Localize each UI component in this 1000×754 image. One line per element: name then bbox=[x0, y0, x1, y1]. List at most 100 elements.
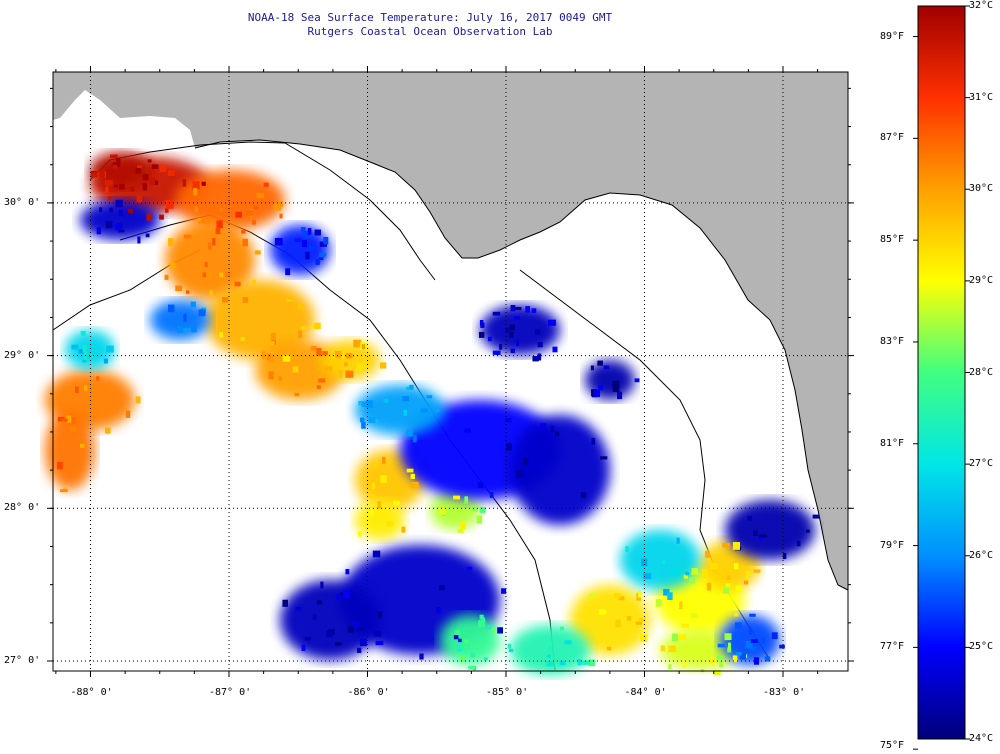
sst-pixel bbox=[476, 515, 483, 524]
fahrenheit-label: 75°F bbox=[880, 740, 905, 751]
sst-pixel bbox=[318, 378, 326, 383]
sst-pixel bbox=[479, 507, 486, 513]
sst-pixel bbox=[509, 324, 515, 331]
sst-pixel bbox=[234, 281, 241, 287]
sst-pixel bbox=[319, 257, 324, 261]
sst-pixel bbox=[314, 229, 321, 236]
sst-pixel bbox=[118, 229, 125, 233]
sst-pixel bbox=[368, 494, 376, 498]
sst-pixel bbox=[356, 363, 364, 371]
sst-pixel bbox=[149, 177, 156, 185]
sst-pixel bbox=[326, 630, 333, 638]
sst-pixel bbox=[478, 331, 485, 338]
sst-pixel bbox=[402, 396, 410, 402]
sst-pixel bbox=[598, 385, 604, 391]
sst-pixel bbox=[167, 170, 175, 177]
sst-patch bbox=[165, 220, 255, 300]
sst-pixel bbox=[282, 599, 288, 607]
sst-pixel bbox=[663, 588, 670, 596]
sst-pixel bbox=[733, 563, 739, 570]
sst-pixel bbox=[225, 272, 231, 277]
celsius-label: 27°C bbox=[969, 458, 994, 470]
sst-patch bbox=[355, 385, 445, 435]
sst-pixel bbox=[302, 240, 307, 247]
sst-pixel bbox=[275, 200, 283, 207]
sst-pixel bbox=[626, 615, 632, 621]
sst-pixel bbox=[292, 366, 299, 373]
sst-pixel bbox=[782, 552, 787, 560]
sst-pixel bbox=[338, 369, 343, 378]
lon-label: -87° 0' bbox=[209, 687, 252, 698]
sst-pixel bbox=[197, 217, 201, 222]
celsius-label: 24°C bbox=[969, 733, 994, 744]
sst-pixel bbox=[373, 419, 378, 423]
sst-pixel bbox=[96, 227, 102, 235]
sst-pixel bbox=[377, 501, 381, 509]
sst-pixel bbox=[78, 349, 85, 354]
map-subtitle: Rutgers Coastal Ocean Observation Lab bbox=[307, 25, 553, 38]
sst-pixel bbox=[75, 386, 79, 393]
sst-pixel bbox=[271, 341, 275, 345]
sst-pixel bbox=[238, 330, 243, 334]
sst-pixel bbox=[796, 540, 801, 547]
sst-pixel bbox=[460, 521, 466, 530]
sst-pixel bbox=[89, 353, 94, 360]
sst-pixel bbox=[705, 550, 711, 558]
sst-pixel bbox=[478, 620, 486, 628]
sst-pixel bbox=[497, 627, 503, 634]
sst-pixel bbox=[254, 250, 261, 255]
sst-pixel bbox=[361, 422, 366, 429]
sst-pixel bbox=[353, 339, 362, 348]
sst-pixel bbox=[457, 644, 463, 651]
sst-pixel bbox=[219, 272, 224, 278]
sst-pixel bbox=[706, 582, 712, 591]
sst-pixel bbox=[268, 371, 274, 380]
sst-pixel bbox=[470, 652, 476, 658]
sst-pixel bbox=[323, 237, 329, 245]
sst-pixel bbox=[119, 209, 123, 216]
sst-pixel bbox=[177, 325, 184, 333]
sst-pixel bbox=[460, 656, 466, 662]
sst-pixel bbox=[492, 311, 501, 316]
sst-pixel bbox=[274, 237, 283, 246]
sst-pixel bbox=[532, 356, 539, 362]
sst-pixel bbox=[116, 178, 125, 184]
sst-pixel bbox=[192, 181, 200, 190]
sst-pixel bbox=[182, 179, 187, 187]
sst-pixel bbox=[190, 301, 196, 308]
sst-pixel bbox=[510, 305, 516, 312]
sst-data bbox=[45, 152, 820, 676]
sst-pixel bbox=[745, 640, 753, 649]
fahrenheit-label: 83°F bbox=[880, 335, 905, 347]
sst-pixel bbox=[378, 611, 383, 619]
sst-patch bbox=[620, 530, 700, 590]
sst-pixel bbox=[734, 635, 742, 641]
sst-pixel bbox=[635, 621, 643, 625]
sst-pixel bbox=[198, 218, 206, 224]
sst-pixel bbox=[334, 642, 342, 646]
sst-pixel bbox=[508, 648, 514, 653]
sst-pixel bbox=[340, 354, 345, 359]
sst-pixel bbox=[634, 378, 640, 383]
sst-pixel bbox=[340, 592, 346, 598]
sst-pixel bbox=[316, 348, 322, 356]
sst-pixel bbox=[745, 570, 750, 579]
map-title: NOAA-18 Sea Surface Temperature: July 16… bbox=[247, 11, 613, 24]
sst-pixel bbox=[510, 348, 516, 354]
sst-pixel bbox=[115, 224, 121, 231]
sst-pixel bbox=[537, 353, 542, 361]
sst-pixel bbox=[614, 593, 621, 598]
sst-pixel bbox=[305, 251, 310, 260]
sst-pixel bbox=[146, 213, 152, 221]
sst-pixel bbox=[612, 385, 620, 392]
sst-patch bbox=[280, 580, 380, 660]
sst-pixel bbox=[95, 376, 100, 381]
sst-pixel bbox=[617, 391, 623, 400]
sst-pixel bbox=[245, 210, 254, 216]
sst-pixel bbox=[735, 585, 742, 592]
sst-pixel bbox=[71, 344, 79, 350]
sst-pixel bbox=[145, 233, 150, 238]
sst-pixel bbox=[457, 528, 464, 533]
sst-pixel bbox=[691, 568, 699, 575]
